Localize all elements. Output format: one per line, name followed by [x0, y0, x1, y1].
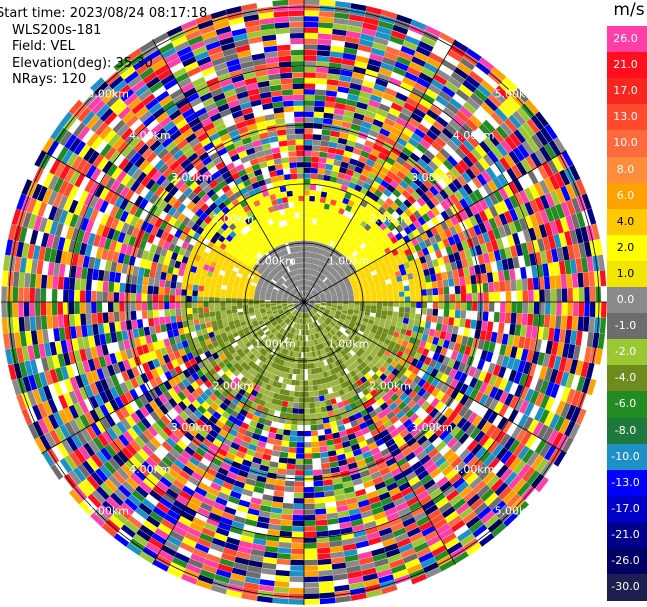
colorbar-segment	[607, 365, 647, 392]
colorbar-tick-label: -6.0	[614, 397, 637, 411]
site-name-text: WLS200s-181	[12, 22, 102, 38]
range-ring-label: 4.00km	[453, 463, 495, 476]
range-ring-label: 3.00km	[171, 421, 213, 434]
colorbar-segment	[607, 391, 647, 419]
range-ring-label: 2.00km	[369, 213, 411, 226]
velocity-gate-group	[6, 0, 607, 584]
azimuth-spoke	[152, 39, 305, 303]
azimuth-spoke	[303, 39, 456, 303]
range-ring-label: 3.00km	[411, 421, 453, 434]
range-ring-label: 2.00km	[369, 379, 411, 392]
azimuth-spoke	[303, 301, 567, 454]
colorbar-tick-label: 2.0	[616, 240, 635, 254]
colorbar-tick-label: 26.0	[613, 32, 638, 46]
range-ring-label: 1.00km	[254, 338, 296, 351]
colorbar-tick-label: -30.0	[611, 580, 640, 594]
velocity-gate-group	[5, 1, 601, 605]
azimuth-spoke	[41, 150, 305, 303]
colorbar-tick-label: -4.0	[614, 371, 637, 385]
velocity-gates	[1, 0, 607, 605]
colorbar-tick-label: -1.0	[614, 319, 637, 333]
range-ring-label: 5.00km	[495, 87, 537, 100]
colorbar-segment	[607, 469, 647, 497]
nrays-text: NRays: 120	[12, 72, 87, 87]
colorbar-segment	[607, 234, 647, 262]
velocity-gate-group	[8, 6, 594, 604]
colorbar-segment	[607, 417, 647, 445]
start-time-text: Start time: 2023/08/24 08:17:18	[0, 6, 208, 21]
range-ring-labels: 1.00km 1.00km 1.00km 1.00km 2.00km 2.00km 2.00…	[87, 87, 536, 517]
range-ring-label: 5.00km	[87, 505, 129, 518]
velocity-colorbar: m/s 26.0 21.0 17.0 13.0 10.0 8.0 6.0 4.0 2.0 1.0 0…	[607, 0, 647, 607]
colorbar-tick-label: 10.0	[613, 136, 638, 150]
range-ring-label: 4.00km	[129, 129, 171, 142]
colorbar-segment	[607, 260, 647, 288]
colorbar-tick-label: 6.0	[616, 188, 635, 202]
colorbar-tick-label: -21.0	[611, 527, 640, 541]
colorbar-tick-label: 13.0	[613, 110, 638, 124]
velocity-gate-group	[18, 4, 595, 593]
colorbar-tick-label: 17.0	[613, 84, 638, 98]
colorbar-segment	[607, 26, 647, 53]
colorbar-tick-label: 4.0	[616, 214, 635, 228]
range-ring-label: 2.00km	[213, 379, 255, 392]
field-text: Field: VEL	[12, 39, 75, 54]
azimuth-spoke	[152, 301, 305, 565]
range-ring-label: 4.00km	[453, 129, 495, 142]
colorbar-segment	[607, 287, 647, 314]
colorbar-segment	[607, 182, 647, 210]
colorbar-segment	[607, 574, 647, 601]
colorbar-segment	[607, 130, 647, 158]
range-ring-label: 2.00km	[213, 213, 255, 226]
colorbar-segment	[607, 443, 647, 471]
elevation-text: Elevation(deg): 35.30	[12, 55, 153, 71]
colorbar-tick-label: -2.0	[614, 345, 637, 359]
colorbar-tick-label: 0.0	[616, 293, 635, 307]
colorbar-segment	[607, 521, 647, 549]
range-ring-label: 4.00km	[129, 463, 171, 476]
colorbar-tick-label: -26.0	[611, 554, 640, 568]
range-ring-label: 3.00km	[411, 171, 453, 184]
azimuth-spoke	[41, 301, 305, 454]
colorbar-segment	[607, 156, 647, 184]
colorbar-tick-label: -10.0	[611, 449, 640, 463]
colorbar-segment	[607, 339, 647, 366]
colorbar-tick-label: 8.0	[616, 162, 635, 176]
colorbar-tick-label: 1.0	[616, 266, 635, 280]
colorbar-segment	[607, 495, 647, 523]
colorbar-segment	[607, 313, 647, 340]
range-ring-label: 1.00km	[328, 254, 370, 267]
range-ring-label: 5.00km	[495, 505, 537, 518]
colorbar-segment	[607, 52, 647, 79]
colorbar-tick-label: -13.0	[611, 475, 640, 489]
velocity-gate-group	[181, 235, 428, 302]
range-ring-label: 3.00km	[171, 171, 213, 184]
velocity-gate-group	[16, 22, 600, 603]
colorbar-segment	[607, 548, 647, 575]
azimuth-spoke	[303, 150, 567, 303]
colorbar-segment	[607, 208, 647, 236]
colorbar-segment	[607, 78, 647, 105]
colorbar-tick-label: -8.0	[614, 423, 637, 437]
range-ring-grid	[1, 0, 607, 605]
azimuth-spoke	[303, 301, 456, 565]
colorbar-tick-label: 21.0	[613, 58, 638, 72]
colorbar-tick-label: -17.0	[611, 501, 640, 515]
velocity-gate-group	[180, 295, 427, 426]
radar-ppi-plot: 1.00km 1.00km 1.00km 1.00km 2.00km 2.00km 2.00…	[1, 0, 607, 605]
range-ring-label: 1.00km	[328, 338, 370, 351]
velocity-gate-group	[8, 3, 590, 600]
colorbar-unit-label: m/s	[613, 0, 645, 20]
velocity-gate-group	[1, 0, 605, 595]
scan-info-panel: Start time: 2023/08/24 08:17:18 WLS200s-…	[0, 6, 240, 89]
range-ring-label: 1.00km	[254, 254, 296, 267]
range-ring-label: 5.00km	[87, 87, 129, 100]
colorbar-segment	[607, 104, 647, 131]
